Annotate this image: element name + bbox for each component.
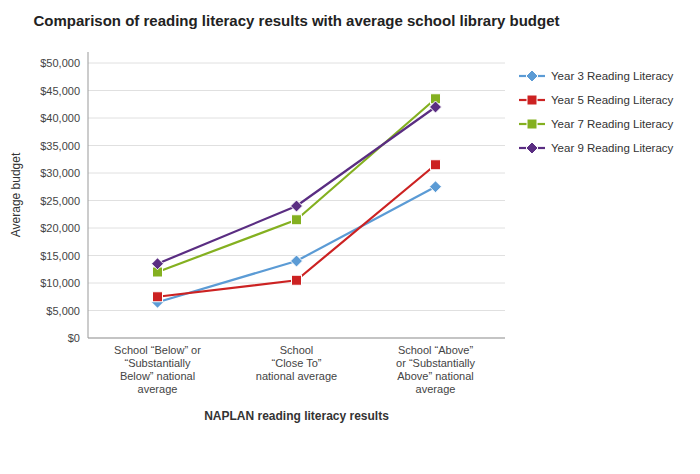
series — [152, 181, 442, 309]
x-axis: School “Below” or“SubstantiallyBelow” na… — [114, 344, 475, 395]
x-tick-label-line: School “Above” — [398, 344, 474, 356]
y-tick-label: $40,000 — [40, 112, 80, 124]
legend-marker — [526, 142, 538, 154]
x-axis-line — [88, 338, 505, 339]
y-tick-label: $20,000 — [40, 222, 80, 234]
series — [152, 101, 442, 270]
x-tick-label-line: average — [416, 383, 456, 395]
x-tick-label-line: “Substantially — [124, 357, 191, 369]
grid-line — [88, 338, 505, 339]
legend-label: Year 7 Reading Literacy — [551, 118, 674, 130]
legend: Year 3 Reading Literacy Year 5 Reading Li… — [519, 70, 674, 154]
x-tick-label-line: School — [280, 344, 314, 356]
x-tick-label: School “Above”or “SubstantiallyAbove” na… — [396, 344, 475, 395]
x-tick-label-line: Above” national — [397, 370, 473, 382]
y-tick-label: $0 — [68, 332, 80, 344]
marker — [430, 181, 442, 193]
x-tick-label-line: “Close To” — [272, 357, 322, 369]
marker — [292, 215, 302, 225]
x-tick-label-line: School “Below” or — [114, 344, 201, 356]
marker — [153, 292, 163, 302]
legend-marker — [527, 95, 537, 105]
y-tick-label: $50,000 — [40, 57, 80, 69]
y-tick-label: $5,000 — [46, 305, 80, 317]
y-tick-label: $10,000 — [40, 277, 80, 289]
grid-line — [88, 145, 505, 146]
legend-marker — [526, 70, 538, 82]
grid-line — [88, 90, 505, 91]
title: Comparison of reading literacy results w… — [34, 12, 560, 29]
y-axis-line — [88, 52, 89, 338]
y-tick-label: $30,000 — [40, 167, 80, 179]
legend-label: Year 9 Reading Literacy — [551, 142, 674, 154]
marker — [291, 200, 303, 212]
marker — [430, 101, 442, 113]
line — [158, 165, 436, 297]
x-tick-label: School“Close To”national average — [256, 344, 337, 382]
grid-line — [88, 63, 505, 64]
y-axis-title: Average budget — [9, 152, 23, 237]
marker — [431, 160, 441, 170]
legend-label: Year 5 Reading Literacy — [551, 94, 674, 106]
grid-line — [88, 228, 505, 229]
legend-marker — [527, 119, 537, 129]
chart: Comparison of reading literacy results w… — [0, 0, 700, 474]
line — [158, 107, 436, 264]
series-group — [152, 94, 442, 309]
x-tick-label-line: Below” national — [120, 370, 195, 382]
series — [153, 160, 441, 302]
x-tick-label-line: average — [138, 383, 178, 395]
x-tick-label: School “Below” or“SubstantiallyBelow” na… — [114, 344, 201, 395]
y-axis: $0 $5,000 $10,000 $15,000 $20,000 $25,000 $30,… — [40, 57, 505, 344]
line — [158, 99, 436, 272]
legend-label: Year 3 Reading Literacy — [551, 70, 674, 82]
grid-line — [88, 118, 505, 119]
x-axis-title: NAPLAN reading literacy results — [204, 409, 389, 423]
y-tick-label: $25,000 — [40, 195, 80, 207]
grid-line — [88, 173, 505, 174]
y-tick-label: $45,000 — [40, 85, 80, 97]
line — [158, 187, 436, 303]
y-tick-label: $35,000 — [40, 140, 80, 152]
grid-line — [88, 310, 505, 311]
marker — [152, 258, 164, 270]
y-tick-label: $15,000 — [40, 250, 80, 262]
marker — [291, 255, 303, 267]
x-tick-label-line: or “Substantially — [396, 357, 475, 369]
x-tick-label-line: national average — [256, 370, 337, 382]
marker — [292, 275, 302, 285]
series — [153, 94, 441, 277]
